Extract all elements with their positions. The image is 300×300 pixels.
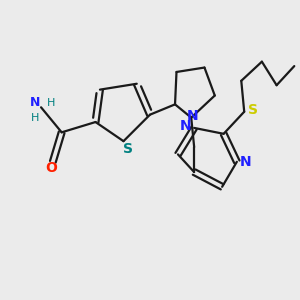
Text: H: H	[31, 112, 39, 123]
Text: N: N	[30, 96, 40, 110]
Text: N: N	[187, 109, 199, 123]
Text: S: S	[123, 142, 133, 155]
Text: S: S	[248, 103, 258, 117]
Text: N: N	[240, 155, 251, 169]
Text: N: N	[179, 119, 191, 134]
Text: O: O	[45, 161, 57, 175]
Text: H: H	[47, 98, 56, 108]
